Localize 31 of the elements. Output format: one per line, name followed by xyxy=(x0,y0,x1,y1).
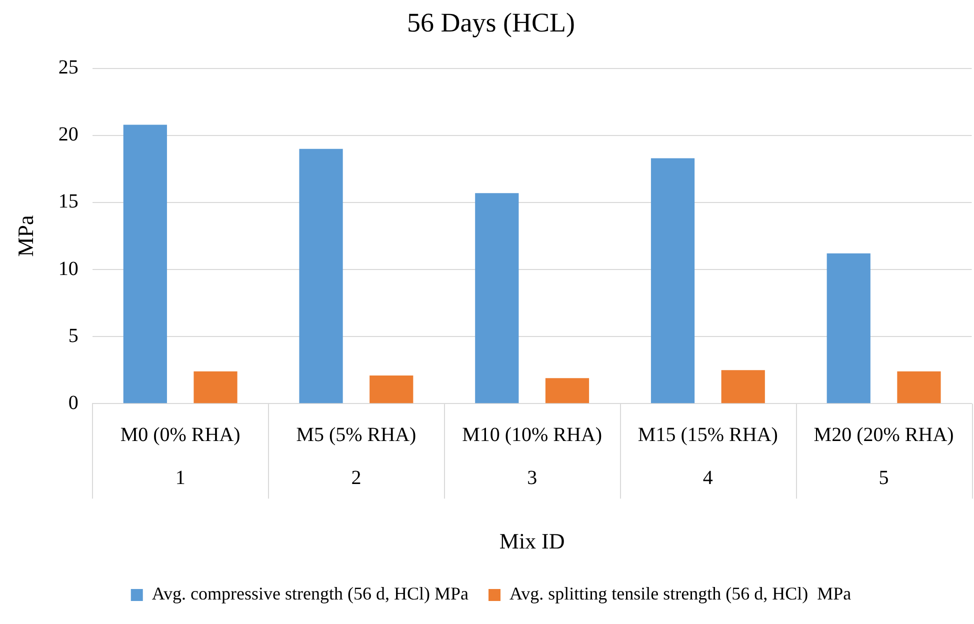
x-tick-label: M10 (10% RHA) xyxy=(462,424,602,446)
y-tick-label: 0 xyxy=(68,392,78,414)
y-tick-label: 25 xyxy=(58,56,78,79)
x-tick-label: M15 (15% RHA) xyxy=(638,424,778,446)
x-tick-label: M5 (5% RHA) xyxy=(296,424,416,446)
legend-label: Avg. compressive strength (56 d, HCl) MPa xyxy=(152,584,469,604)
text: 2 xyxy=(351,466,362,489)
chart-title: 56 Days (HCL) xyxy=(407,7,575,38)
y-tick-label: 20 xyxy=(58,124,78,146)
bar xyxy=(721,370,765,404)
text: 3 xyxy=(527,466,538,489)
y-tick-label: 5 xyxy=(68,324,78,347)
x-tick-label: M0 (0% RHA) xyxy=(120,424,240,446)
bar xyxy=(299,148,343,404)
y-tick-label: 15 xyxy=(58,190,78,213)
bar xyxy=(123,124,167,404)
x-axis-title: Mix ID xyxy=(499,528,565,554)
bar xyxy=(826,253,870,404)
bar xyxy=(475,193,519,404)
y-tick-label: 10 xyxy=(58,258,78,280)
bar xyxy=(650,158,695,404)
x-tick-label: M20 (20% RHA) xyxy=(814,424,954,446)
bar xyxy=(370,375,414,404)
bar xyxy=(897,371,941,404)
text: 4 xyxy=(702,466,713,489)
text: 1 xyxy=(175,466,186,489)
text: 5 xyxy=(878,466,889,489)
y-axis-title: MPa xyxy=(12,214,38,257)
bar xyxy=(194,371,238,404)
legend-label: Avg. splitting tensile strength (56 d, HCl) MPa xyxy=(509,584,852,604)
bar xyxy=(545,378,590,404)
